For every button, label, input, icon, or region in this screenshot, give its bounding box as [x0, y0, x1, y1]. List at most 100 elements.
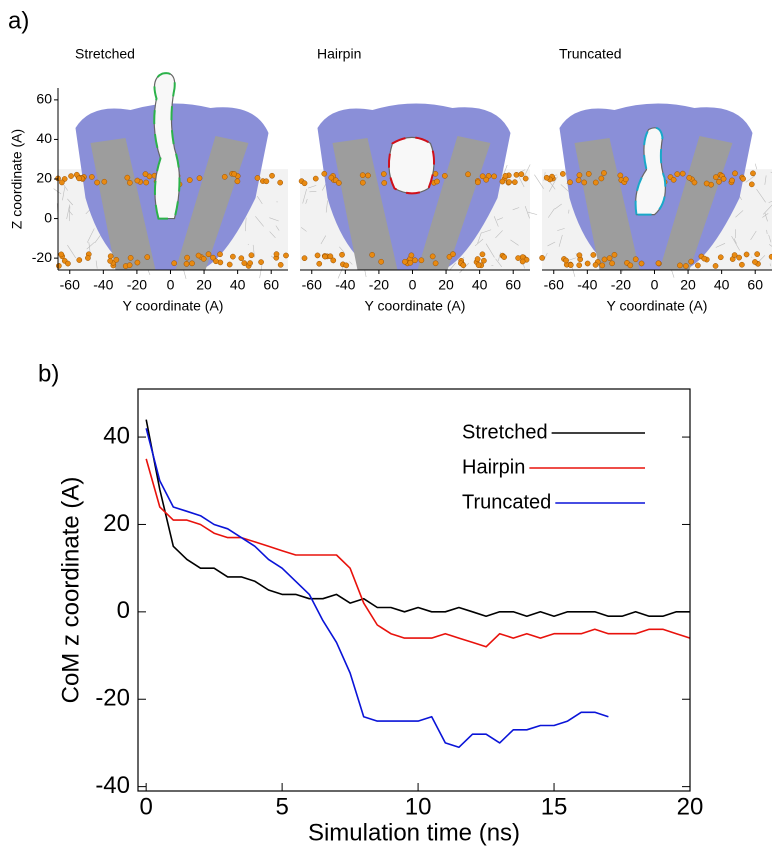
head-group [217, 251, 223, 258]
lipid-tail [474, 238, 484, 247]
head-group [743, 251, 750, 258]
head-group [277, 179, 284, 186]
legend-label: Truncated [462, 491, 551, 513]
head-group [221, 173, 228, 180]
head-group [107, 253, 114, 260]
snapshot [534, 103, 772, 278]
head-group [752, 259, 758, 265]
lipid-tail [534, 174, 544, 189]
lipid-tail [269, 231, 276, 239]
head-group [617, 172, 624, 179]
panel-title: Truncated [559, 46, 622, 62]
panel-label: b) [38, 360, 59, 387]
head-group [511, 179, 518, 186]
head-group [269, 172, 275, 179]
lipid-tail [337, 266, 344, 279]
head-group [434, 178, 440, 185]
head-group [740, 175, 746, 182]
head-group [732, 170, 738, 177]
head-group [592, 179, 599, 186]
legend-label: Hairpin [462, 456, 525, 478]
lipid-tail [523, 164, 531, 178]
x-tick-label: -20 [369, 277, 389, 293]
lipid-tail [768, 234, 772, 243]
head-group [408, 252, 415, 259]
lipid-tail [510, 239, 519, 246]
x-tick-label: 40 [230, 277, 246, 293]
peptide [388, 136, 435, 194]
lipid-tail [305, 198, 308, 204]
x-tick-label: 0 [167, 277, 175, 293]
y-tick-label: -20 [95, 685, 130, 712]
head-group [369, 251, 375, 258]
head-group [429, 253, 436, 260]
head-group [590, 252, 597, 258]
head-group [56, 262, 62, 269]
head-group [539, 255, 545, 261]
x-axis-title: Y coordinate (A) [123, 298, 224, 314]
lipid-tail [67, 198, 73, 206]
head-group [184, 254, 190, 261]
head-group [712, 174, 719, 180]
head-group [226, 261, 233, 268]
x-tick-label: 0 [139, 793, 152, 820]
x-tick-label: 40 [472, 277, 488, 293]
head-group [465, 171, 471, 178]
head-group [519, 258, 526, 265]
x-tick-label: 5 [275, 793, 288, 820]
lipid-tail [259, 264, 263, 279]
head-group [754, 251, 761, 257]
head-group [479, 173, 486, 180]
head-group [518, 171, 525, 178]
x-tick-label: 40 [714, 277, 730, 293]
head-group [729, 177, 735, 184]
head-group [475, 262, 482, 268]
lipid-tail [449, 262, 456, 271]
x-tick-label: -60 [302, 277, 322, 293]
head-group [263, 178, 270, 185]
lipid-tail [745, 175, 756, 183]
lipid-tail [95, 260, 98, 269]
head-group [674, 171, 681, 177]
head-group [655, 260, 662, 267]
head-group [670, 176, 677, 183]
lipid-tail [512, 207, 520, 211]
head-group [241, 260, 248, 266]
y-tick-label: 0 [44, 209, 52, 225]
lipid-tail [459, 262, 469, 274]
head-group [301, 180, 308, 187]
lipid-tail [715, 243, 726, 248]
lipid-tail [768, 200, 772, 203]
series-line [145, 428, 609, 749]
head-group [501, 254, 507, 260]
head-group [65, 260, 71, 267]
lipid-tail [325, 200, 328, 213]
head-group [677, 262, 683, 269]
head-group [606, 255, 613, 262]
lipid-tail [493, 216, 499, 227]
head-group [107, 258, 113, 264]
head-group [688, 258, 695, 265]
lipid-tail [547, 241, 556, 247]
head-group [127, 255, 134, 261]
head-group [339, 251, 345, 258]
lipid-tail [68, 206, 71, 222]
lipid-tail [733, 238, 737, 244]
lipid-tail [349, 261, 353, 265]
head-group [230, 253, 236, 260]
lipid-tail [86, 228, 95, 243]
y-axis-title: Z coordinate (A) [9, 129, 25, 229]
head-group [88, 174, 95, 180]
lipid-tail [496, 217, 504, 221]
head-group [712, 263, 719, 269]
lipid-tail [557, 228, 565, 231]
x-tick-label: -20 [127, 277, 147, 293]
lipid-tail [762, 204, 772, 215]
lipid-tail [94, 235, 101, 243]
head-group [186, 177, 193, 183]
lipid-tail [495, 230, 503, 239]
panel-title: Stretched [75, 46, 135, 62]
head-group [381, 180, 388, 186]
head-group [598, 175, 605, 182]
head-group [720, 176, 727, 182]
